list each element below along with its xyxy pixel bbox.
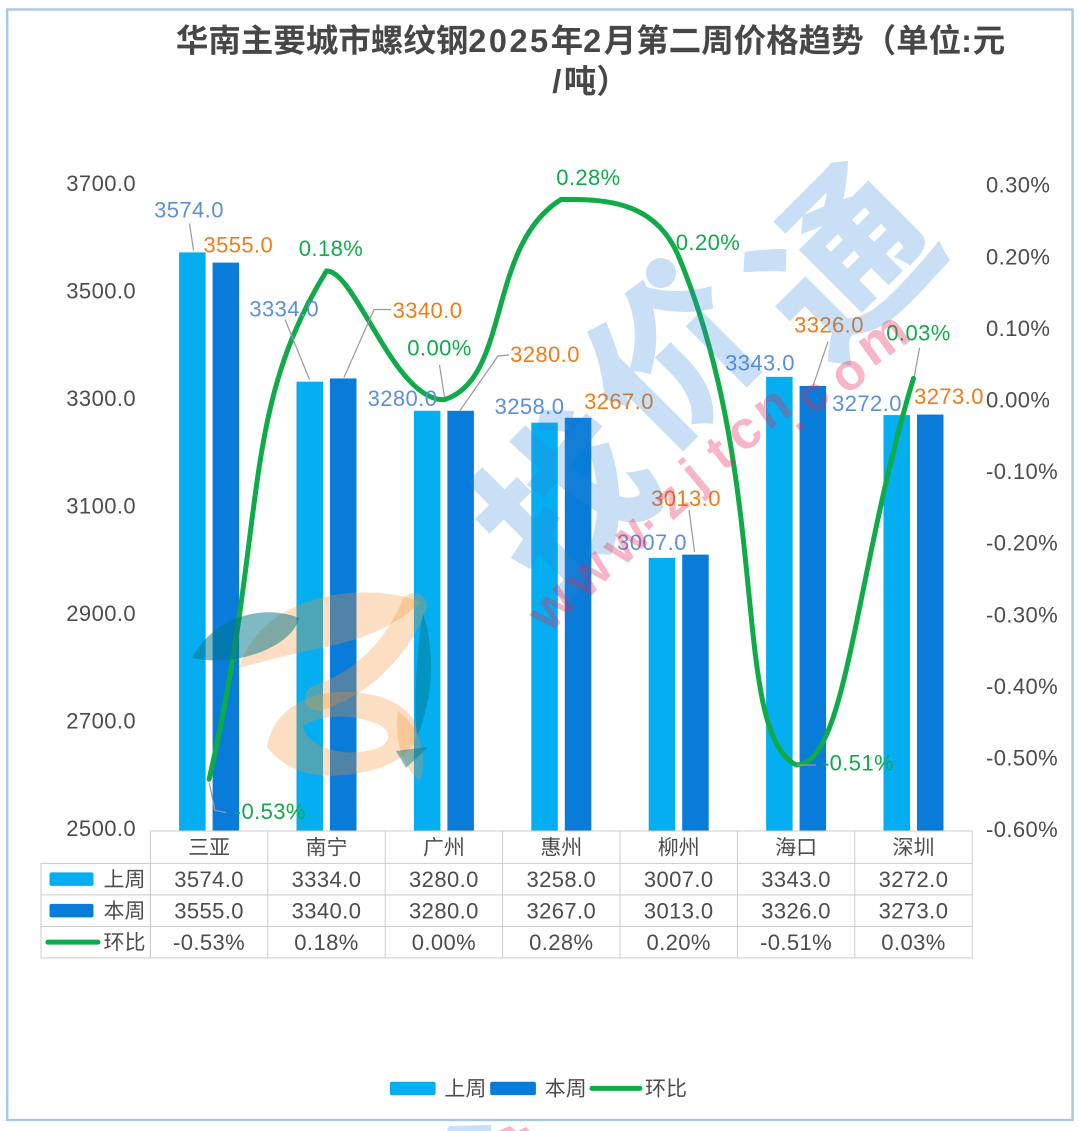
svg-text:3013.0: 3013.0: [644, 898, 714, 923]
svg-text:-0.20%: -0.20%: [986, 531, 1058, 556]
svg-text:3574.0: 3574.0: [174, 867, 244, 892]
svg-text:3340.0: 3340.0: [292, 898, 362, 923]
svg-text:0.18%: 0.18%: [294, 930, 358, 955]
svg-text:0.20%: 0.20%: [676, 230, 740, 255]
svg-text:3100.0: 3100.0: [66, 493, 136, 518]
svg-text:3300.0: 3300.0: [66, 386, 136, 411]
svg-text:0.18%: 0.18%: [299, 236, 363, 261]
svg-text:3700.0: 3700.0: [66, 171, 136, 196]
svg-text:3555.0: 3555.0: [203, 233, 273, 258]
svg-text:0.10%: 0.10%: [986, 316, 1050, 341]
svg-text:-0.51%: -0.51%: [822, 751, 894, 776]
svg-text:-0.10%: -0.10%: [986, 459, 1058, 484]
svg-text:3334.0: 3334.0: [249, 297, 319, 322]
svg-text:3280.0: 3280.0: [510, 342, 580, 367]
svg-text:3555.0: 3555.0: [174, 898, 244, 923]
svg-text:3280.0: 3280.0: [409, 898, 479, 923]
svg-text:3272.0: 3272.0: [879, 867, 949, 892]
svg-text:3280.0: 3280.0: [409, 867, 479, 892]
svg-text:3280.0: 3280.0: [368, 386, 438, 411]
svg-text:3500.0: 3500.0: [66, 278, 136, 303]
svg-text:3273.0: 3273.0: [879, 898, 949, 923]
svg-text:-0.53%: -0.53%: [234, 799, 306, 824]
svg-text:0.28%: 0.28%: [556, 165, 620, 190]
svg-text:0.28%: 0.28%: [529, 930, 593, 955]
svg-text:3258.0: 3258.0: [526, 867, 596, 892]
svg-text:-0.30%: -0.30%: [986, 602, 1058, 627]
svg-text:3273.0: 3273.0: [914, 384, 984, 409]
svg-text:0.03%: 0.03%: [881, 930, 945, 955]
svg-text:0.00%: 0.00%: [407, 336, 471, 361]
svg-text:2700.0: 2700.0: [66, 708, 136, 733]
svg-text:0.20%: 0.20%: [986, 244, 1050, 269]
svg-text:-0.53%: -0.53%: [173, 930, 245, 955]
svg-text:0.20%: 0.20%: [647, 930, 711, 955]
svg-text::: :: [961, 23, 974, 59]
svg-text:-0.60%: -0.60%: [986, 817, 1058, 842]
svg-text:3267.0: 3267.0: [526, 898, 596, 923]
svg-text:2025: 2025: [468, 23, 550, 59]
svg-text:2900.0: 2900.0: [66, 601, 136, 626]
svg-text:-0.40%: -0.40%: [986, 674, 1058, 699]
svg-text:2: 2: [583, 23, 604, 59]
svg-text:3340.0: 3340.0: [393, 298, 463, 323]
svg-text:-0.51%: -0.51%: [760, 930, 832, 955]
svg-text:2500.0: 2500.0: [66, 816, 136, 841]
svg-text:3326.0: 3326.0: [761, 898, 831, 923]
svg-text:0.03%: 0.03%: [886, 321, 950, 346]
svg-text:0.00%: 0.00%: [412, 930, 476, 955]
svg-text:3007.0: 3007.0: [644, 867, 714, 892]
svg-text:-0.50%: -0.50%: [986, 746, 1058, 771]
svg-text:3343.0: 3343.0: [761, 867, 831, 892]
svg-text:3007.0: 3007.0: [617, 530, 687, 555]
svg-text:0.00%: 0.00%: [986, 388, 1050, 413]
svg-text:3574.0: 3574.0: [154, 198, 224, 223]
svg-text:3272.0: 3272.0: [832, 391, 902, 416]
svg-text:/: /: [552, 64, 564, 100]
svg-text:0.30%: 0.30%: [986, 173, 1050, 198]
svg-text:3334.0: 3334.0: [292, 867, 362, 892]
